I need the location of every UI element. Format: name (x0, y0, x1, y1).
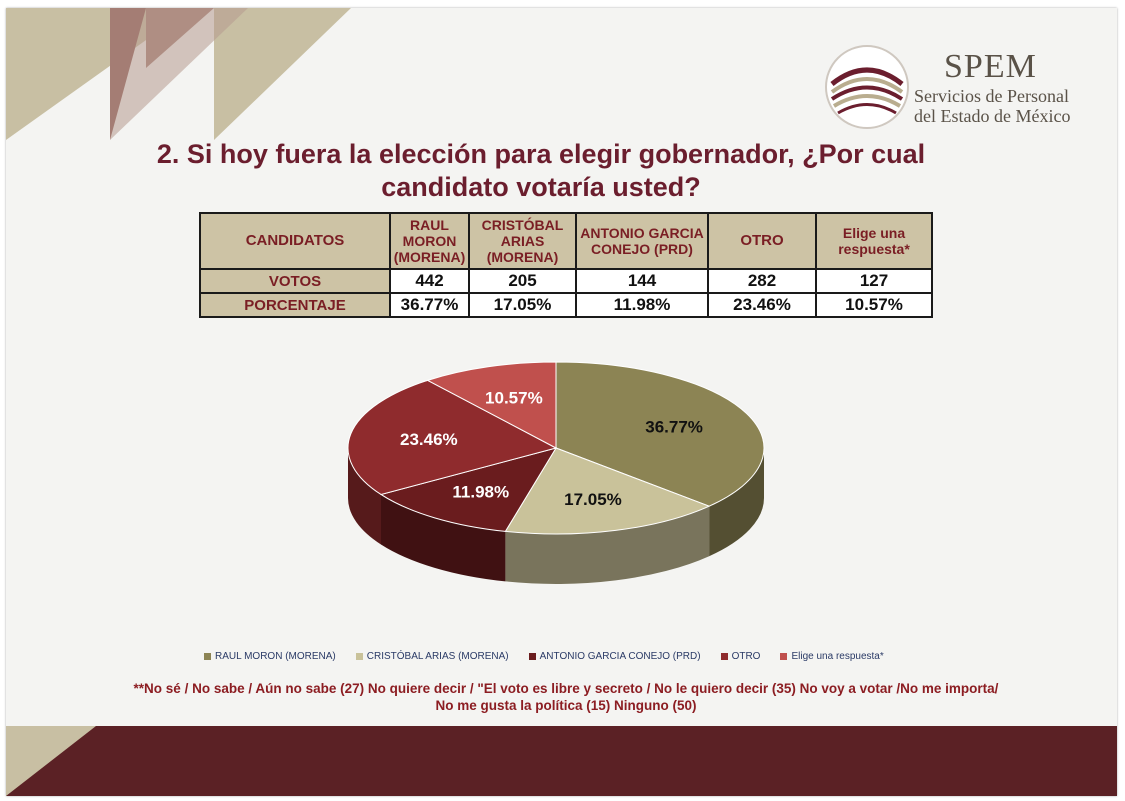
corner-decoration (6, 8, 351, 140)
brand-subtitle-2: del Estado de México (914, 106, 1071, 126)
brand-name: SPEM (944, 48, 1037, 85)
title-line-1: 2. Si hoy fuera la elección para elegir … (156, 139, 926, 169)
footnote-line-2: No me gusta la política (15) Ninguno (50… (435, 698, 697, 713)
chart-legend: RAUL MORON (MORENA) CRISTÓBAL ARIAS (MOR… (204, 651, 884, 662)
table-header-candidate-4: OTRO (707, 212, 817, 270)
brand-block: SPEM Servicios de Personal del Estado de… (914, 48, 1114, 126)
legend-item: CRISTÓBAL ARIAS (MORENA) (355, 651, 509, 662)
title-line-2: candidato votaría usted? (381, 172, 701, 202)
pie-slice-side (709, 448, 764, 557)
percent-cell: 11.98% (575, 292, 709, 318)
footnote-line-1: **No sé / No sabe / Aún no sabe (27) No … (133, 681, 999, 696)
pie-slice-side (505, 506, 710, 584)
pie-data-label: 11.98% (452, 482, 509, 501)
pie-slice (379, 447, 558, 532)
footnote: **No sé / No sabe / Aún no sabe (27) No … (66, 680, 1066, 714)
pie-data-label: 36.77% (645, 418, 703, 437)
table-header-candidate-1: RAUL MORON (MORENA) (389, 212, 470, 270)
percent-cell: 17.05% (468, 292, 577, 318)
pie-data-label: 10.57% (485, 389, 543, 408)
table-header-candidates: CANDIDATOS (199, 212, 391, 270)
votes-cell: 205 (468, 268, 577, 294)
pie-chart: 36.77% 17.05% 11.98% 23.46% 10.57% (347, 361, 765, 584)
brand-subtitle-1: Servicios de Personal (914, 86, 1069, 106)
pie-slice (504, 447, 711, 535)
row-label-votes: VOTOS (199, 268, 391, 294)
slide: SPEM Servicios de Personal del Estado de… (6, 8, 1117, 796)
table-header-candidate-3: ANTONIO GARCIA CONEJO (PRD) (575, 212, 709, 270)
pie-slice (347, 379, 558, 496)
legend-item: RAUL MORON (MORENA) (204, 651, 336, 662)
pie-data-label: 17.05% (564, 490, 622, 509)
pie-slice (426, 361, 557, 449)
legend-item: OTRO (720, 651, 760, 662)
votes-cell: 282 (707, 268, 817, 294)
votes-cell: 442 (389, 268, 470, 294)
question-title: 2. Si hoy fuera la elección para elegir … (116, 138, 966, 204)
footer-decoration (6, 726, 96, 796)
percent-cell: 10.57% (815, 292, 933, 318)
row-label-percent: PORCENTAJE (199, 292, 391, 318)
percent-cell: 36.77% (389, 292, 470, 318)
pie-slice-side (380, 494, 506, 582)
footer-band (6, 726, 1117, 796)
spem-logo-icon (825, 45, 909, 129)
votes-cell: 127 (815, 268, 933, 294)
votes-cell: 144 (575, 268, 709, 294)
table-header-candidate-5: Elige una respuesta* (815, 212, 933, 270)
table-header-candidate-2: CRISTÓBAL ARIAS (MORENA) (468, 212, 577, 270)
pie-data-label: 23.46% (400, 430, 458, 449)
percent-cell: 23.46% (707, 292, 817, 318)
pie-slice (555, 361, 765, 507)
results-table: CANDIDATOS RAUL MORON (MORENA) CRISTÓBAL AR… (199, 212, 933, 318)
legend-item: ANTONIO GARCIA CONEJO (PRD) (528, 651, 701, 662)
legend-item: Elige una respuesta* (780, 651, 884, 662)
